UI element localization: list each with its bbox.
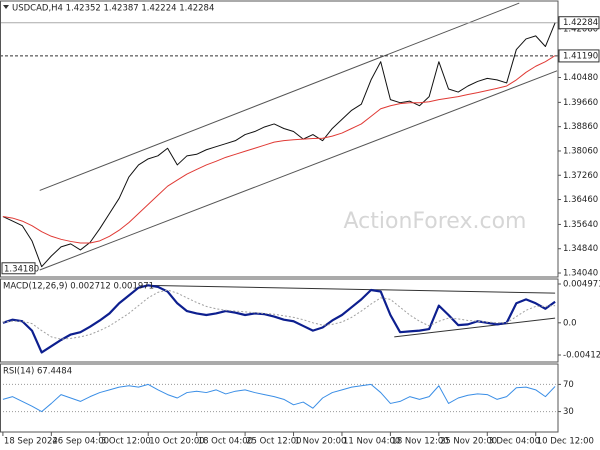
series-line xyxy=(2,289,556,340)
trendline xyxy=(147,284,556,294)
y-tick-label: 1.38060 xyxy=(563,146,598,156)
panel-title: RSI(14) 67.4484 xyxy=(3,367,72,377)
panel-frame xyxy=(0,278,559,363)
y-tick-label: 1.40480 xyxy=(563,73,598,83)
low-label: 1.34180 xyxy=(4,264,39,274)
series-line xyxy=(2,383,556,413)
y-tick-label: 1.39660 xyxy=(563,98,598,108)
x-tick-label: 3 Dec 04:00 xyxy=(488,437,540,447)
panel-title: USDCAD,H4 1.42352 1.42387 1.42224 1.4228… xyxy=(12,4,214,14)
x-tick-label: 10 Oct 20:00 xyxy=(149,437,204,447)
price-label: 1.42284 xyxy=(563,18,598,28)
panel-frame xyxy=(0,363,559,433)
trendline xyxy=(39,2,520,191)
x-tick-label: 18 Oct 04:00 xyxy=(198,437,253,447)
price-label-box xyxy=(558,16,600,30)
series-line xyxy=(2,55,556,244)
y-tick-label: 0.0 xyxy=(563,318,577,328)
title-icon xyxy=(3,5,9,9)
y-tick-label: 1.35640 xyxy=(563,220,598,230)
x-tick-label: 1 Nov 20:00 xyxy=(295,437,347,447)
x-tick-label: 25 Nov 20:00 xyxy=(440,437,497,447)
price-label: 1.41190 xyxy=(563,51,598,61)
y-tick-label: 1.34840 xyxy=(563,244,598,254)
x-tick-label: 11 Nov 04:00 xyxy=(343,437,400,447)
x-tick-label: 18 Nov 12:00 xyxy=(391,437,448,447)
trendline xyxy=(39,70,558,271)
low-label-box xyxy=(1,262,36,275)
y-tick-label: 1.34040 xyxy=(563,269,598,279)
y-tick-label: 1.36460 xyxy=(563,195,598,205)
y-tick-label: 0.004971 xyxy=(563,279,600,289)
x-tick-label: 26 Sep 04:00 xyxy=(52,437,109,447)
x-tick-label: 3 Oct 12:00 xyxy=(101,437,151,447)
y-tick-label: 1.38860 xyxy=(563,122,598,132)
trendline xyxy=(394,317,556,338)
series-line xyxy=(2,22,556,268)
y-tick-label: 30 xyxy=(563,407,574,417)
y-tick-label: 70 xyxy=(563,380,574,390)
x-tick-label: 10 Dec 12:00 xyxy=(537,437,594,447)
panel-plot xyxy=(0,2,558,271)
y-tick-label: -0.004126 xyxy=(563,351,600,361)
x-tick-label: 18 Sep 2024 xyxy=(4,437,58,447)
x-tick-label: 25 Oct 12:00 xyxy=(246,437,301,447)
series-line xyxy=(2,284,556,354)
panel-plot xyxy=(2,284,556,354)
panel-plot xyxy=(0,383,558,413)
watermark: ActionForex.com xyxy=(344,209,527,234)
panel-title: MACD(12,26,9) 0.002712 0.001971 xyxy=(3,282,154,292)
price-label-box xyxy=(558,49,600,63)
y-tick-label: 1.37260 xyxy=(563,171,598,181)
y-tick-label: 1.42080 xyxy=(563,24,598,34)
panel-frame xyxy=(0,0,559,278)
